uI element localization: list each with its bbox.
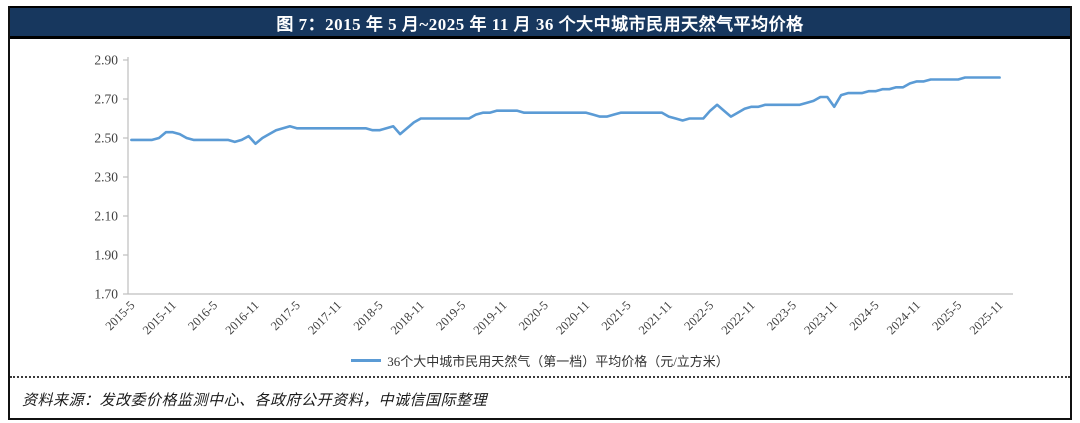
figure-title: 图 7：2015 年 5 月~2025 年 11 月 36 个大中城市民用天然气… bbox=[276, 14, 804, 34]
chart-area: 2.90 2.70 2.50 2.30 2.10 1.90 1.70 2015-5 2015-1… bbox=[10, 39, 1070, 376]
x-tick-label: 2019-5 bbox=[433, 298, 468, 333]
legend-label: 36个大中城市民用天然气（第一档）平均价格（元/立方米） bbox=[387, 354, 729, 369]
x-tick-label: 2024-5 bbox=[847, 298, 882, 333]
chart-legend: 36个大中城市民用天然气（第一档）平均价格（元/立方米） bbox=[10, 351, 1070, 370]
y-tick-label: 2.70 bbox=[94, 92, 118, 107]
x-tick-label: 2017-11 bbox=[305, 298, 344, 337]
x-tick-label: 2018-11 bbox=[388, 298, 427, 337]
figure-frame: 图 7：2015 年 5 月~2025 年 11 月 36 个大中城市民用天然气… bbox=[8, 6, 1072, 420]
x-tick-label: 2025-11 bbox=[967, 298, 1006, 337]
x-tick-label: 2020-11 bbox=[553, 298, 592, 337]
x-tick-label: 2021-11 bbox=[636, 298, 675, 337]
x-tick-label: 2016-5 bbox=[185, 298, 220, 333]
legend-line-swatch bbox=[351, 359, 382, 362]
x-tick-label: 2019-11 bbox=[471, 298, 510, 337]
x-tick-label: 2022-5 bbox=[681, 298, 716, 333]
x-tick-label: 2015-5 bbox=[103, 298, 138, 333]
x-tick-label: 2023-11 bbox=[801, 298, 840, 337]
y-tick-label: 1.90 bbox=[94, 248, 118, 263]
x-tick-label: 2023-5 bbox=[764, 298, 799, 333]
figure-title-bar: 图 7：2015 年 5 月~2025 年 11 月 36 个大中城市民用天然气… bbox=[10, 6, 1070, 39]
x-tick-label: 2022-11 bbox=[719, 298, 758, 337]
x-tick-label: 2018-5 bbox=[351, 298, 386, 333]
y-tick-label: 1.70 bbox=[94, 287, 118, 302]
x-tick-label: 2015-11 bbox=[140, 298, 179, 337]
x-tick-label: 2020-5 bbox=[516, 298, 551, 333]
source-separator bbox=[10, 376, 1070, 378]
source-note: 资料来源：发改委价格监测中心、各政府公开资料，中诚信国际整理 bbox=[22, 392, 488, 409]
y-tick-label: 2.30 bbox=[94, 170, 118, 185]
figure-footer: 资料来源：发改委价格监测中心、各政府公开资料，中诚信国际整理 bbox=[10, 378, 1070, 420]
x-tick-label: 2025-5 bbox=[929, 298, 964, 333]
series-line bbox=[130, 76, 1001, 146]
x-tick-label: 2017-5 bbox=[268, 298, 303, 333]
x-tick-label: 2021-5 bbox=[599, 298, 634, 333]
y-tick-label: 2.10 bbox=[94, 209, 118, 224]
y-tick-label: 2.90 bbox=[94, 53, 118, 68]
y-tick-label: 2.50 bbox=[94, 131, 118, 146]
x-tick-label: 2016-11 bbox=[223, 298, 262, 337]
x-tick-label: 2024-11 bbox=[884, 298, 923, 337]
